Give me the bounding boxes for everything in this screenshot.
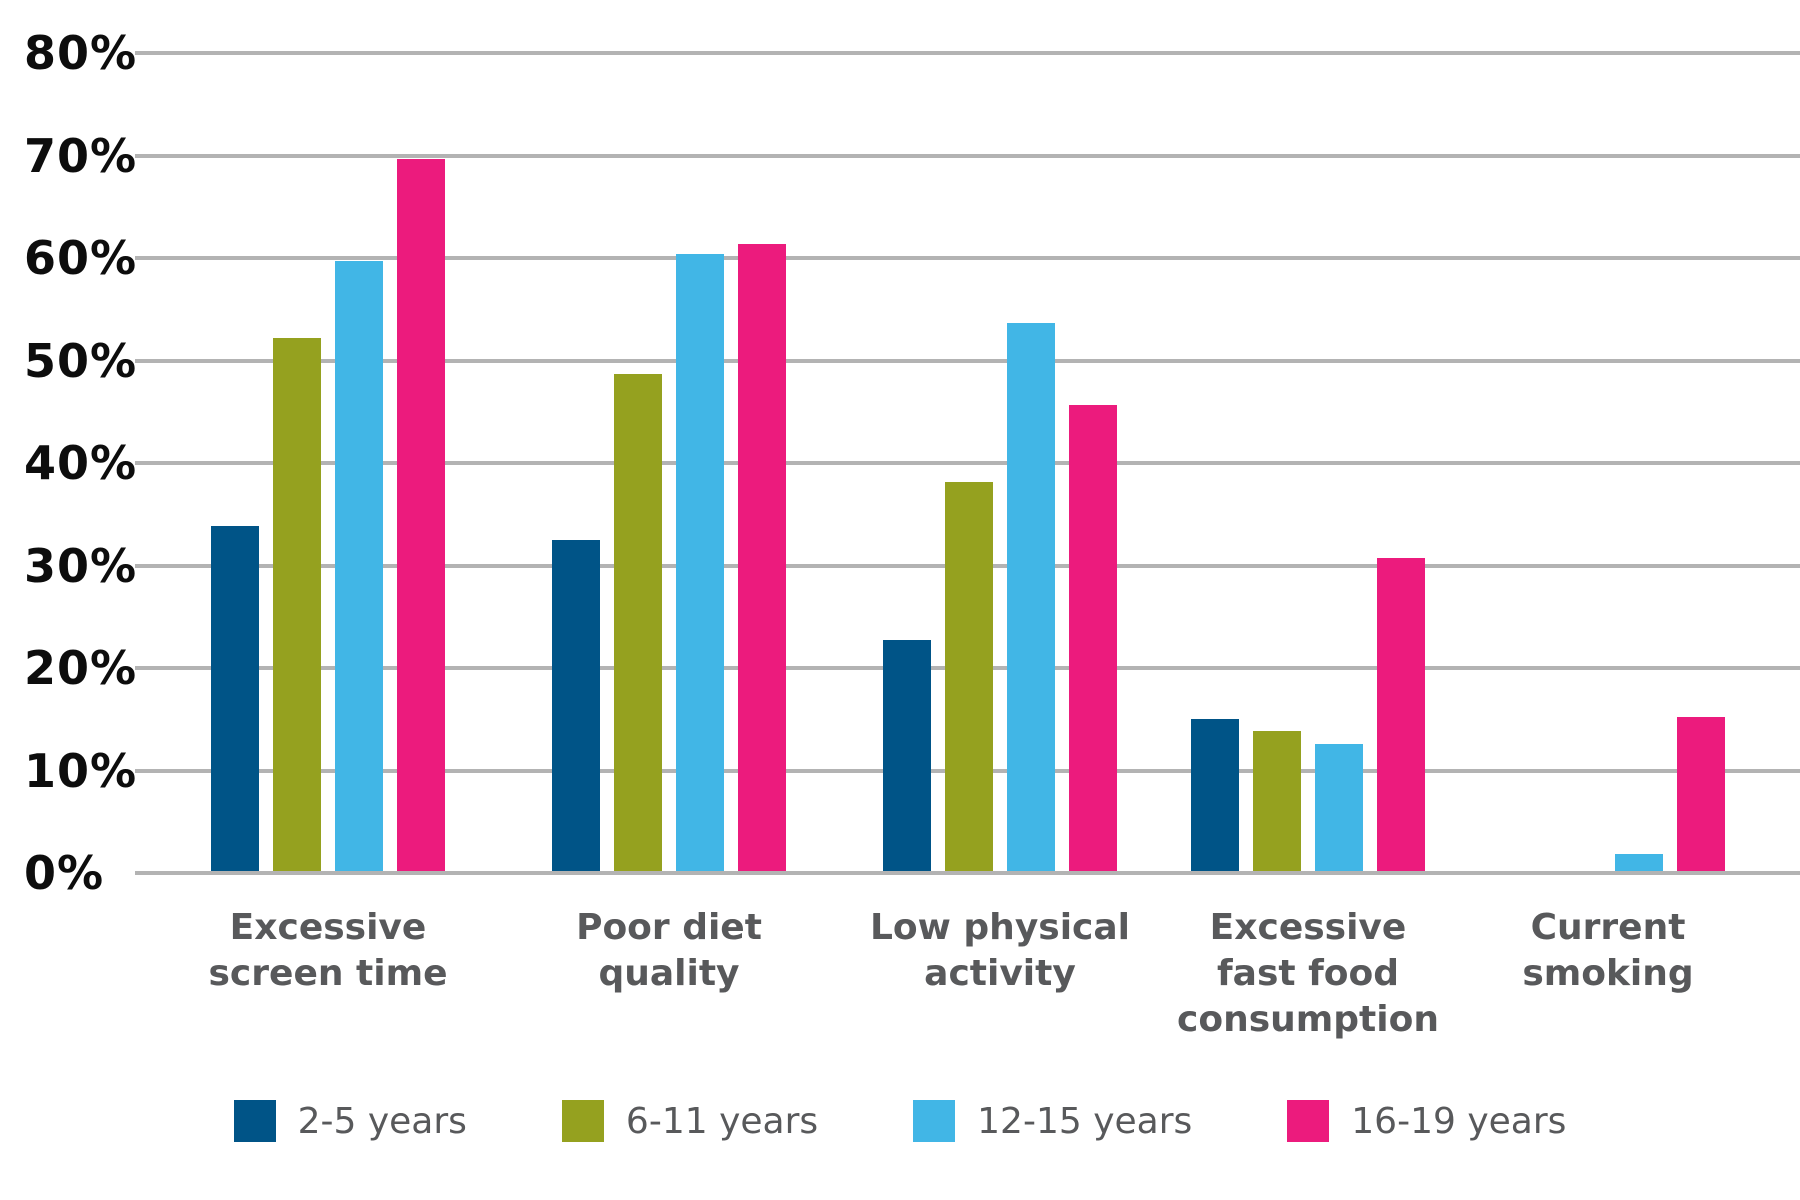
bar-2-5-years-poor-diet-quality — [552, 539, 600, 871]
y-tick-label-20: 20% — [24, 641, 138, 695]
bar-12-15-years-poor-diet-quality — [676, 253, 724, 871]
y-tick-label-30: 30% — [24, 538, 138, 593]
category-label-excessive-screen-time: Excessive screen time — [168, 905, 488, 997]
legend-label: 12-15 years — [977, 1100, 1193, 1142]
legend-item-6-11-years: 6-11 years — [561, 1100, 819, 1142]
category-label-line: screen time — [208, 953, 448, 994]
category-label-excessive-fast-food-consumption: Excessive fast food consumption — [1148, 905, 1468, 1043]
category-label-line: Excessive — [229, 907, 427, 948]
legend-swatch-2-5-years — [233, 1100, 276, 1142]
y-tick-label-60: 60% — [24, 231, 138, 285]
gridline-0 — [135, 871, 1800, 875]
y-tick-label-40: 40% — [24, 436, 138, 490]
bar-16-19-years-low-physical-activity — [1069, 404, 1117, 871]
gridline-50 — [135, 358, 1800, 363]
y-tick-label-80: 80% — [24, 26, 138, 80]
bar-16-19-years-current-smoking — [1677, 717, 1725, 871]
category-label-line: quality — [598, 953, 740, 994]
legend-item-16-19-years: 16-19 years — [1287, 1100, 1566, 1142]
bar-6-11-years-excessive-screen-time — [273, 338, 321, 871]
legend-item-2-5-years: 2-5 years — [233, 1100, 467, 1142]
gridline-40 — [135, 461, 1800, 465]
category-label-line: Poor diet — [576, 907, 762, 948]
y-tick-label-0: 0% — [24, 846, 105, 900]
category-label-line: consumption — [1177, 999, 1439, 1040]
bar-12-15-years-current-smoking — [1615, 853, 1663, 871]
y-tick-label-50: 50% — [24, 333, 138, 388]
category-label-poor-diet-quality: Poor diet quality — [509, 905, 829, 997]
legend-swatch-12-15-years — [913, 1100, 956, 1142]
category-label-low-physical-activity: Low physical activity — [840, 905, 1160, 997]
bar-16-19-years-excessive-screen-time — [397, 158, 445, 871]
legend: 2-5 years 6-11 years 12-15 years 16-19 year… — [0, 1100, 1800, 1142]
category-label-line: smoking — [1522, 953, 1694, 994]
bar-12-15-years-excessive-fast-food-consumption — [1315, 743, 1363, 871]
legend-label: 16-19 years — [1351, 1100, 1567, 1142]
bar-12-15-years-excessive-screen-time — [335, 261, 383, 871]
category-label-line: Excessive — [1209, 907, 1407, 948]
legend-label: 6-11 years — [625, 1100, 819, 1142]
legend-item-12-15-years: 12-15 years — [913, 1100, 1192, 1142]
category-label-line: activity — [924, 953, 1076, 994]
legend-swatch-6-11-years — [561, 1100, 604, 1142]
bar-16-19-years-poor-diet-quality — [738, 243, 786, 871]
y-tick-label-10: 10% — [24, 743, 138, 798]
bar-6-11-years-excessive-fast-food-consumption — [1253, 730, 1301, 871]
bar-6-11-years-low-physical-activity — [945, 481, 993, 871]
bar-2-5-years-low-physical-activity — [883, 640, 931, 871]
legend-label: 2-5 years — [297, 1100, 467, 1142]
bar-16-19-years-excessive-fast-food-consumption — [1377, 558, 1425, 871]
bar-2-5-years-excessive-fast-food-consumption — [1191, 719, 1239, 871]
y-tick-label-70: 70% — [24, 128, 138, 183]
bar-6-11-years-poor-diet-quality — [614, 373, 662, 871]
category-label-current-smoking: Current smoking — [1448, 905, 1768, 997]
category-label-line: Current — [1530, 907, 1686, 948]
gridline-70 — [135, 153, 1800, 158]
bar-2-5-years-excessive-screen-time — [211, 525, 259, 871]
gridline-60 — [135, 256, 1800, 260]
bar-12-15-years-low-physical-activity — [1007, 322, 1055, 871]
legend-swatch-16-19-years — [1287, 1100, 1330, 1142]
category-label-line: fast food — [1216, 953, 1400, 994]
category-label-line: Low physical — [869, 907, 1131, 948]
gridline-80 — [135, 51, 1800, 55]
